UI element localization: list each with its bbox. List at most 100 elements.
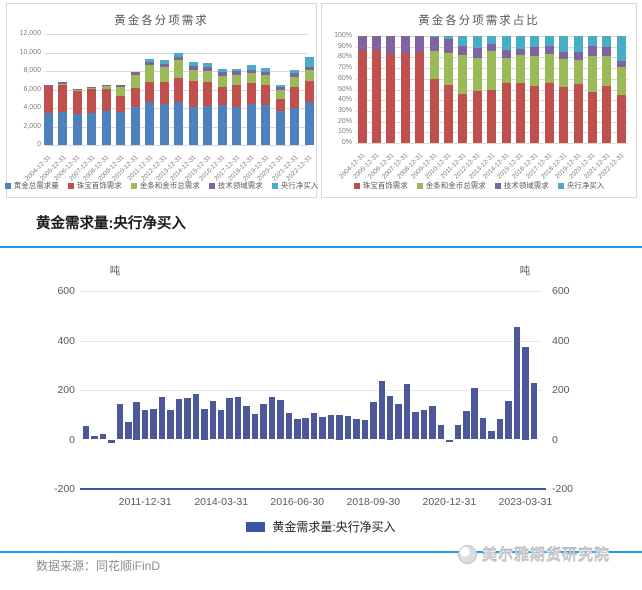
y-axis-tick-label: 12,000 (19, 30, 41, 37)
bar (209, 401, 216, 440)
bar (167, 410, 174, 440)
bar-segment (159, 104, 169, 145)
bar-segment (386, 36, 396, 54)
bar (336, 414, 343, 440)
stacked-bar (58, 82, 67, 145)
bar (82, 425, 90, 440)
bar (471, 388, 478, 440)
stacked-bar (472, 36, 482, 143)
legend-label: 技术领域需求 (217, 181, 263, 190)
x-axis-tick-label: 2016-06-30 (270, 496, 325, 508)
bar-segment (530, 36, 540, 47)
stacked-bar (530, 36, 540, 143)
bar-segment (87, 89, 96, 113)
y-axis-tick-label: 90% (337, 42, 352, 50)
y-axis-tick-label: 0% (341, 139, 352, 146)
bar (395, 403, 402, 440)
bar-segment (515, 36, 525, 49)
stacked-bar (400, 36, 410, 143)
stacked-bar (130, 71, 140, 145)
bar-segment (43, 86, 53, 113)
bar-segment (275, 111, 285, 145)
gridline (356, 143, 628, 144)
bar-segment (217, 69, 227, 73)
legend-swatch (557, 182, 564, 189)
y-axis-tick-label: 200 (57, 384, 75, 396)
bar-segment (415, 52, 425, 143)
legend-item: 央行净买入 (557, 180, 604, 191)
bar-segment (304, 56, 314, 68)
legend-label: 央行净买入 (280, 181, 319, 190)
section-divider-line (0, 246, 642, 248)
bar-segment (400, 36, 410, 54)
stacked-bar (87, 86, 96, 145)
y-axis-tick-label: 6,000 (23, 85, 41, 93)
bar-segment (275, 85, 285, 87)
bar-segment (87, 112, 96, 145)
bar-segment (72, 113, 82, 145)
legend-swatch (494, 182, 501, 189)
bar-segment (174, 102, 183, 145)
bar-segment (443, 53, 453, 86)
bar (479, 417, 487, 440)
y-axis-tick-label: 400 (552, 334, 570, 347)
bar-segment (130, 87, 140, 107)
bar-segment (515, 55, 525, 84)
bar (437, 424, 445, 440)
bar-segment (544, 54, 554, 84)
bar (243, 406, 250, 440)
bar-segment (58, 85, 67, 112)
stacked-bar (443, 36, 453, 143)
bar-segment (174, 77, 183, 103)
bar (125, 422, 132, 440)
y-axis-tick-label: 0 (37, 141, 41, 148)
bar-segment (290, 69, 299, 74)
bar-segment (290, 108, 299, 145)
stacked-bar (616, 36, 626, 143)
bar-segment (145, 64, 154, 82)
bar-segment (261, 85, 270, 105)
bar-segment (616, 36, 626, 61)
legend-item: 珠宝首饰需求 (353, 180, 408, 191)
bar-segment (43, 84, 53, 86)
bar-segment (72, 90, 82, 92)
bar-segment (203, 105, 212, 145)
bar-segment (487, 89, 497, 143)
bar-segment (101, 89, 111, 111)
bar-segment (544, 83, 554, 143)
logo: 美尔雅期货研究院 (458, 544, 610, 565)
bar-segment (429, 37, 439, 51)
legend-swatch (416, 182, 423, 189)
bar (268, 397, 276, 440)
bar (344, 415, 352, 440)
bar-segment (87, 88, 96, 90)
bar-segment (246, 69, 256, 73)
x-axis-tick-label: 2023-03-31 (498, 496, 553, 508)
stacked-bar (232, 68, 241, 145)
bar-segment (472, 47, 482, 59)
stacked-bar (159, 60, 169, 145)
bar-segment (217, 75, 227, 87)
bar-segment (429, 51, 439, 79)
bar-segment (130, 72, 140, 75)
bar (361, 419, 369, 440)
stacked-bar (246, 65, 256, 145)
bar-segment (357, 36, 367, 50)
bar-segment (472, 36, 482, 48)
bar-segment (573, 84, 583, 143)
bar-segment (246, 83, 256, 104)
y-axis-tick-label: -200 (53, 483, 75, 495)
y-axis-tick-label: 50% (337, 85, 352, 93)
legend-label: 金条和金币总需求 (425, 181, 486, 190)
bar-segment (472, 90, 482, 143)
bar-segment (188, 62, 198, 66)
bar-segment (559, 58, 569, 88)
bar-segment (530, 56, 540, 87)
chart-title: 黄金各分项需求 (114, 15, 209, 27)
data-source-text: 数据来源：同花顺iFinD (36, 559, 161, 573)
bar (505, 400, 512, 440)
stacked-bar (101, 85, 111, 145)
chart-legend: 黄金总需求量 珠宝首饰需求 金条和金币总需求 技术领域需求 央行净买入 (4, 180, 319, 191)
bar (496, 419, 504, 440)
bar (99, 434, 107, 440)
